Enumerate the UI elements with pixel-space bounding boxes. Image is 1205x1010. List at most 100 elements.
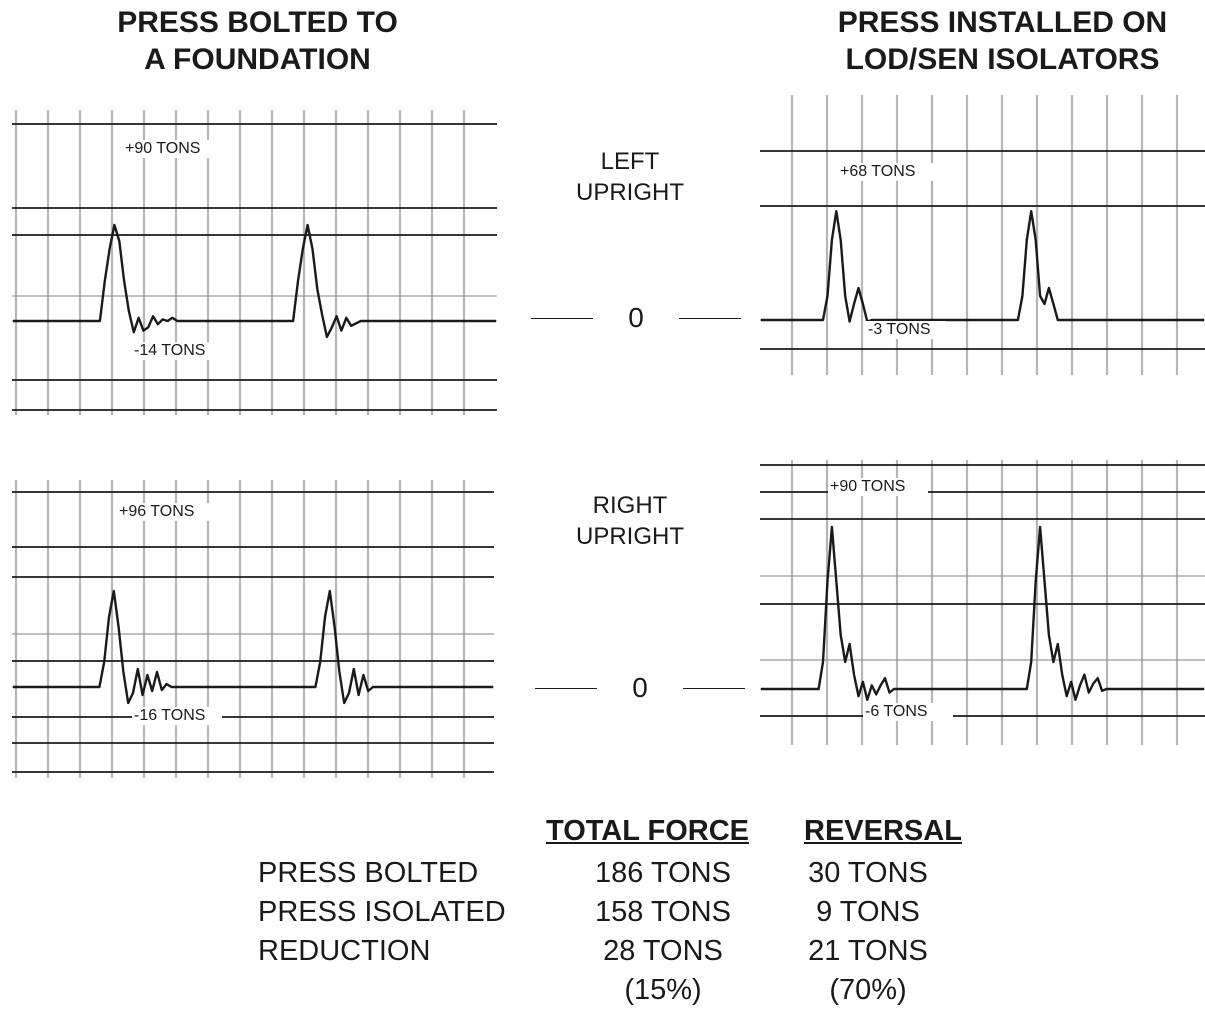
trace-point bbox=[175, 686, 177, 688]
trace-point bbox=[893, 319, 895, 321]
trace-point bbox=[123, 280, 125, 282]
row-label-line: RIGHT bbox=[592, 492, 668, 519]
trace-point bbox=[12, 686, 14, 688]
baseline-dash bbox=[679, 318, 741, 319]
trace-point bbox=[338, 671, 340, 673]
trace-point bbox=[311, 248, 314, 250]
baseline-dash bbox=[531, 318, 593, 319]
trace-point bbox=[981, 688, 984, 690]
trace-point bbox=[447, 320, 449, 322]
reversal-force-label: -16 TONS bbox=[134, 707, 205, 724]
annotation-backing bbox=[132, 707, 222, 725]
heading-line: PRESS INSTALLED ON bbox=[837, 6, 1168, 39]
trace-point bbox=[319, 661, 321, 663]
trace-point bbox=[398, 320, 400, 322]
trace-point bbox=[831, 526, 833, 528]
trace-point bbox=[1092, 683, 1094, 685]
trace-point bbox=[118, 626, 120, 628]
trace-point bbox=[374, 320, 376, 322]
trace-point bbox=[853, 303, 855, 305]
trace-point bbox=[862, 303, 864, 305]
trace-point bbox=[204, 686, 206, 688]
row-label-line: LEFT bbox=[600, 148, 660, 175]
annotation-backing bbox=[117, 503, 215, 521]
trace-point bbox=[367, 690, 369, 692]
trace-point bbox=[161, 689, 163, 691]
trace-point bbox=[292, 320, 294, 322]
trace-point bbox=[1052, 303, 1054, 305]
trace-point bbox=[1039, 526, 1041, 528]
trace-point bbox=[822, 319, 824, 321]
trace-point bbox=[307, 224, 309, 226]
trace-point bbox=[156, 671, 158, 673]
trace-point bbox=[186, 320, 188, 322]
trace-point bbox=[362, 674, 364, 676]
trace-point bbox=[1026, 239, 1028, 241]
zero-label: 0 bbox=[632, 672, 648, 703]
force-trace bbox=[13, 223, 496, 339]
trace-point bbox=[36, 320, 38, 322]
trace-point bbox=[1043, 303, 1046, 305]
trace-point bbox=[1097, 677, 1099, 679]
trace-point bbox=[300, 686, 302, 688]
trace-point bbox=[185, 686, 187, 688]
annotation-backing bbox=[123, 140, 218, 158]
trace-point bbox=[831, 239, 833, 241]
chart-bolted-left-upright: +90 TONS -14 TONS bbox=[12, 110, 497, 415]
trace-point bbox=[316, 288, 318, 290]
trace-point bbox=[162, 318, 164, 320]
trace-point bbox=[98, 686, 100, 688]
trace-point bbox=[340, 330, 342, 332]
trace-point bbox=[1052, 661, 1054, 663]
baseline-dash bbox=[683, 688, 745, 689]
trace-point bbox=[492, 686, 494, 688]
trace-point bbox=[142, 330, 144, 332]
trace-point bbox=[60, 320, 62, 322]
peak-force-label: +68 TONS bbox=[840, 163, 915, 180]
trace-point bbox=[1114, 319, 1116, 321]
trace-point bbox=[396, 686, 398, 688]
trace-point bbox=[118, 240, 120, 242]
trace-point bbox=[60, 686, 62, 688]
annotation-backing bbox=[828, 478, 928, 496]
trace-point bbox=[835, 580, 837, 582]
trace-point bbox=[138, 317, 140, 319]
trace-point bbox=[937, 688, 939, 690]
trace-point bbox=[205, 320, 207, 322]
trace-point bbox=[151, 690, 153, 692]
reversal-percent: (70%) bbox=[829, 974, 907, 1006]
trace-point bbox=[171, 317, 173, 319]
trace-point bbox=[760, 688, 762, 690]
trace-point bbox=[1030, 210, 1032, 212]
trace-point bbox=[132, 692, 134, 694]
force-trace bbox=[13, 589, 493, 705]
trace-point bbox=[840, 634, 842, 636]
trace-point bbox=[849, 643, 851, 645]
trace-point bbox=[276, 686, 278, 688]
trace-point bbox=[113, 224, 115, 226]
trace-point bbox=[444, 686, 446, 688]
reversal-value: 30 TONS bbox=[808, 857, 928, 889]
trace-point bbox=[350, 325, 352, 327]
trace-point bbox=[826, 580, 829, 582]
trace-point bbox=[875, 693, 877, 695]
trace-point bbox=[1079, 684, 1081, 686]
trace-point bbox=[871, 319, 873, 321]
trace-point bbox=[760, 319, 762, 321]
header-reversal: REVERSAL bbox=[804, 815, 962, 847]
trace-point bbox=[253, 320, 256, 322]
trace-point bbox=[128, 310, 130, 312]
trace-point bbox=[857, 695, 860, 697]
trace-point bbox=[84, 320, 87, 322]
total-force-value: 186 TONS bbox=[595, 857, 731, 889]
trace-point bbox=[826, 295, 829, 297]
trace-point bbox=[893, 688, 895, 690]
trace-point bbox=[818, 688, 820, 690]
trace-point bbox=[348, 692, 350, 694]
reversal-force-label: -14 TONS bbox=[134, 342, 205, 359]
trace-point bbox=[804, 688, 806, 690]
trace-point bbox=[420, 686, 422, 688]
trace-point bbox=[1004, 688, 1006, 690]
row-label-line: UPRIGHT bbox=[576, 523, 684, 550]
trace-point bbox=[835, 210, 837, 212]
